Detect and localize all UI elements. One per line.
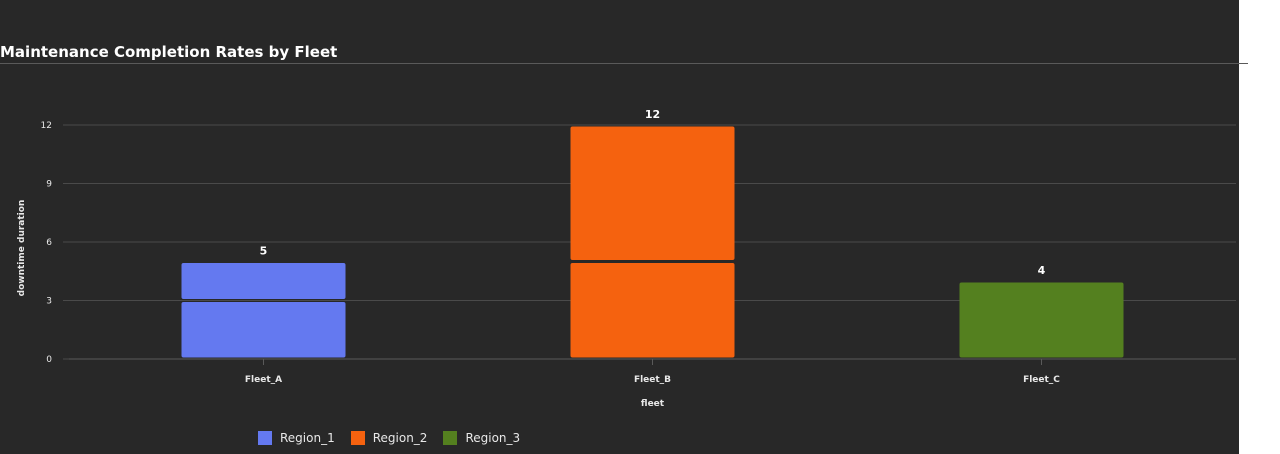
legend-swatch <box>443 431 458 445</box>
legend-item[interactable]: Region_1 <box>258 431 335 445</box>
x-tick-label: Fleet_B <box>634 375 671 385</box>
y-tick-label: 3 <box>46 297 52 307</box>
chart-panel: Maintenance Completion Rates by Fleet 5 1… <box>0 0 1239 454</box>
legend-item[interactable]: Region_2 <box>350 431 428 445</box>
x-tick-label: Fleet_C <box>1023 375 1060 385</box>
title-divider <box>0 63 1239 64</box>
y-tick-label: 0 <box>46 355 52 365</box>
legend-item[interactable]: Region_3 <box>443 431 520 445</box>
edge-divider <box>1239 63 1248 64</box>
bar-total-label: 4 <box>1038 264 1046 277</box>
data-labels: 5 12 4 <box>260 108 1046 277</box>
bar-segment <box>570 126 735 260</box>
bar-segment <box>959 282 1124 358</box>
legend-label: Region_1 <box>280 431 335 445</box>
x-tick-label: Fleet_A <box>245 375 282 385</box>
bar-segment <box>570 263 735 358</box>
bar-segment <box>181 302 346 358</box>
chart-title: Maintenance Completion Rates by Fleet <box>0 43 338 61</box>
bar-segment <box>181 263 346 299</box>
legend-label: Region_3 <box>465 431 521 445</box>
legend-swatch <box>258 431 272 445</box>
bar-total-label: 12 <box>645 108 660 121</box>
y-tick-label: 12 <box>41 121 52 131</box>
bar-total-label: 5 <box>260 245 268 258</box>
legend-swatch <box>350 431 365 445</box>
y-tick-label: 9 <box>46 180 52 190</box>
x-axis-title: fleet <box>641 399 665 409</box>
legend: Region_1 Region_2 Region_3 <box>258 430 520 446</box>
bars <box>181 126 1124 358</box>
y-axis-title: downtime duration <box>17 200 27 297</box>
y-tick-label: 6 <box>46 238 52 248</box>
legend-label: Region_2 <box>372 431 428 445</box>
